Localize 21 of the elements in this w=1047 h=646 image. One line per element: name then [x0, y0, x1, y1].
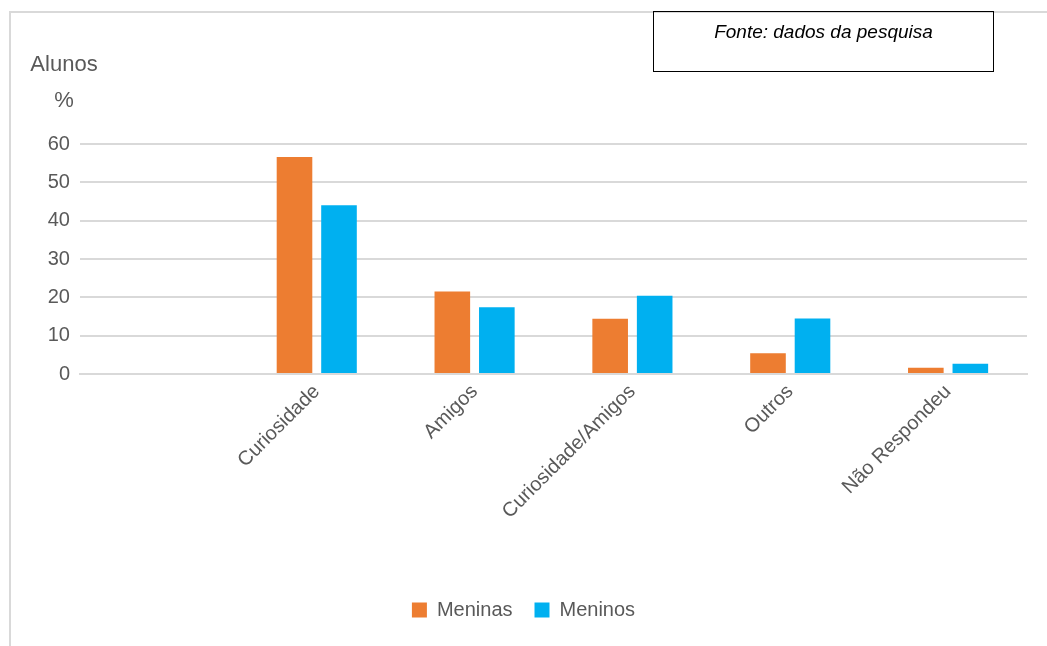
bar [636, 295, 673, 373]
y-tick-label: 60 [47, 131, 70, 154]
bar [908, 367, 944, 373]
bar [434, 291, 471, 373]
bar [592, 318, 628, 373]
bar [750, 353, 786, 373]
bar [479, 307, 515, 373]
bar [952, 363, 989, 373]
y-axis-title: Alunos % [29, 50, 99, 114]
y-tick-label: 0 [58, 361, 70, 384]
bar [276, 157, 313, 373]
y-tick-label: 40 [47, 208, 70, 231]
y-tick-label: 10 [47, 323, 70, 346]
bar [794, 318, 831, 373]
y-tick-label: 20 [47, 284, 70, 307]
y-tick-label: 50 [47, 169, 70, 192]
bar [321, 205, 357, 373]
legend-label: Meninos [559, 597, 636, 620]
y-tick-label: 30 [47, 246, 70, 269]
source-note: Fonte: dados da pesquisa [713, 21, 934, 43]
legend-label: Meninas [436, 597, 513, 620]
